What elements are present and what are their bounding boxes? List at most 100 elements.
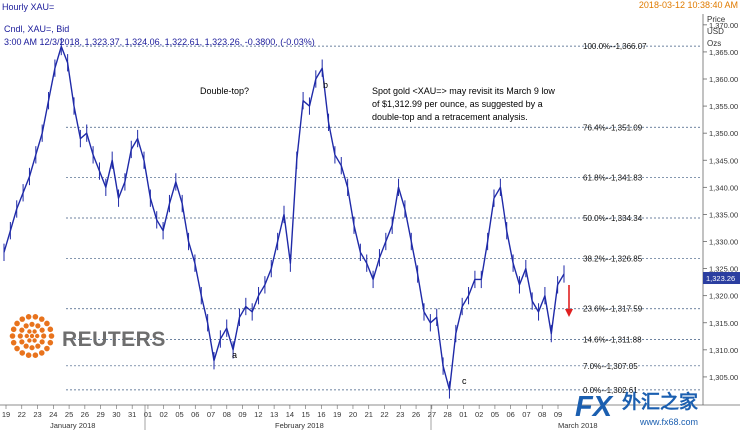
x-tick-label: 02 [475, 410, 483, 419]
fib-level-label: 7.0%--1,307.05 [583, 362, 638, 371]
x-tick-label: 26 [412, 410, 420, 419]
x-tick-label: 08 [538, 410, 546, 419]
y-tick-label: 1,315.00 [709, 319, 738, 328]
fx-watermark-text: FX [575, 391, 614, 423]
logo-dot [10, 326, 17, 333]
logo-dot [14, 320, 20, 327]
x-tick-label: 21 [365, 410, 373, 419]
logo-dot [14, 345, 20, 352]
y-tick-label: 1,355.00 [709, 102, 738, 111]
x-tick-label: 05 [491, 410, 499, 419]
y-tick-label: 1,365.00 [709, 48, 738, 57]
month-label: February 2018 [275, 421, 324, 430]
double-top-annotation: Double-top? [200, 86, 249, 96]
fib-level-label: 0.0%--1,302.61 [583, 386, 638, 395]
y-tick-label: 1,350.00 [709, 129, 738, 138]
reuters-logo-icon [9, 313, 55, 359]
logo-dot [47, 339, 54, 346]
logo-dot [41, 333, 47, 339]
x-axis-ticks: 19 22 23 24 25 26 29 30 31 01 02 05 06 07 08 09 12 13 14 15… [2, 405, 598, 430]
logo-dot [19, 350, 26, 356]
x-tick-label: 01 [459, 410, 467, 419]
x-tick-label: 27 [428, 410, 436, 419]
x-tick-label: 28 [443, 410, 451, 419]
fibonacci-levels: 100.0%--1,366.07 76.4%--1,351.09 61.8%--1,… [66, 42, 700, 395]
logo-dot [35, 343, 41, 349]
x-tick-label: 23 [396, 410, 404, 419]
logo-dot [29, 345, 35, 351]
logo-dot [17, 333, 23, 339]
x-tick-label: 25 [65, 410, 73, 419]
down-arrow-icon [565, 285, 573, 317]
x-tick-label: 24 [49, 410, 57, 419]
fib-level-label: 14.6%--1,311.88 [583, 336, 642, 345]
point-b-label: b [323, 80, 328, 90]
logo-dot [19, 327, 25, 333]
x-tick-label: 06 [507, 410, 515, 419]
y-tick-label: 1,340.00 [709, 183, 738, 192]
logo-dot [39, 339, 45, 345]
fib-level-label: 100.0%--1,366.07 [583, 42, 647, 51]
x-tick-label: 30 [112, 410, 120, 419]
x-tick-label: 19 [333, 410, 341, 419]
logo-dot [35, 333, 40, 339]
logo-dot [9, 333, 16, 339]
fib-level-label: 61.8%--1,341.83 [583, 173, 643, 182]
analysis-note-line-3: double-top and a retracement analysis. [372, 112, 528, 122]
logo-dot [32, 313, 39, 320]
month-label: March 2018 [558, 421, 598, 430]
price-series [3, 37, 565, 399]
y-tick-label: 1,370.00 [709, 21, 738, 30]
logo-dot [25, 313, 32, 320]
x-tick-label: 22 [380, 410, 388, 419]
x-tick-label: 09 [554, 410, 562, 419]
x-tick-label: 31 [128, 410, 136, 419]
analysis-note-line-1: Spot gold <XAU=> may revisit its March 9… [372, 86, 555, 96]
axis-title-currency: USD [707, 27, 724, 36]
month-label: January 2018 [50, 421, 95, 430]
x-tick-label: 14 [286, 410, 294, 419]
logo-dot [10, 339, 17, 346]
x-tick-label: 29 [96, 410, 104, 419]
last-price-tag [703, 272, 740, 285]
logo-dot [29, 321, 35, 327]
logo-dot [29, 333, 35, 339]
x-tick-label: 13 [270, 410, 278, 419]
fx68-watermark: FX 外汇之家 www.fx68.com [575, 390, 699, 427]
logo-dot [35, 323, 41, 329]
x-tick-label: 19 [2, 410, 10, 419]
y-tick-label: 1,305.00 [709, 373, 738, 382]
x-tick-label: 08 [223, 410, 231, 419]
logo-dot [32, 329, 37, 334]
x-tick-label: 16 [317, 410, 325, 419]
y-axis-ticks: 1,305.00 1,310.00 1,315.00 1,320.00 1,325.00… [703, 21, 740, 382]
reuters-logo-text: REUTERS [62, 328, 166, 351]
timestamp: 2018-03-12 10:38:40 AM [639, 0, 738, 10]
logo-dot [32, 352, 39, 359]
x-tick-label: 01 [144, 410, 152, 419]
header-series-info: Cndl, XAU=, Bid [4, 24, 69, 34]
x-tick-label: 02 [160, 410, 168, 419]
axis-title-unit: Ozs [707, 39, 721, 48]
logo-dot [32, 338, 37, 343]
point-a-label: a [232, 350, 237, 360]
y-tick-label: 1,335.00 [709, 210, 738, 219]
x-tick-label: 22 [18, 410, 26, 419]
watermark-url: www.fx68.com [639, 417, 698, 427]
x-tick-label: 15 [301, 410, 309, 419]
last-price-label: 1,323.26 [706, 274, 735, 283]
x-tick-label: 20 [349, 410, 357, 419]
logo-dot [27, 338, 32, 343]
x-tick-label: 23 [33, 410, 41, 419]
header-ohlc-info: 3:00 AM 12/3/2018, 1,323.37, 1,324.06, 1… [4, 37, 315, 47]
x-tick-label: 26 [81, 410, 89, 419]
logo-dot [23, 323, 29, 329]
x-tick-label: 07 [522, 410, 530, 419]
logo-dot [19, 339, 25, 345]
watermark-cn-text: 外汇之家 [622, 390, 699, 413]
logo-dot [38, 316, 45, 322]
fib-level-label: 76.4%--1,351.09 [583, 123, 643, 132]
